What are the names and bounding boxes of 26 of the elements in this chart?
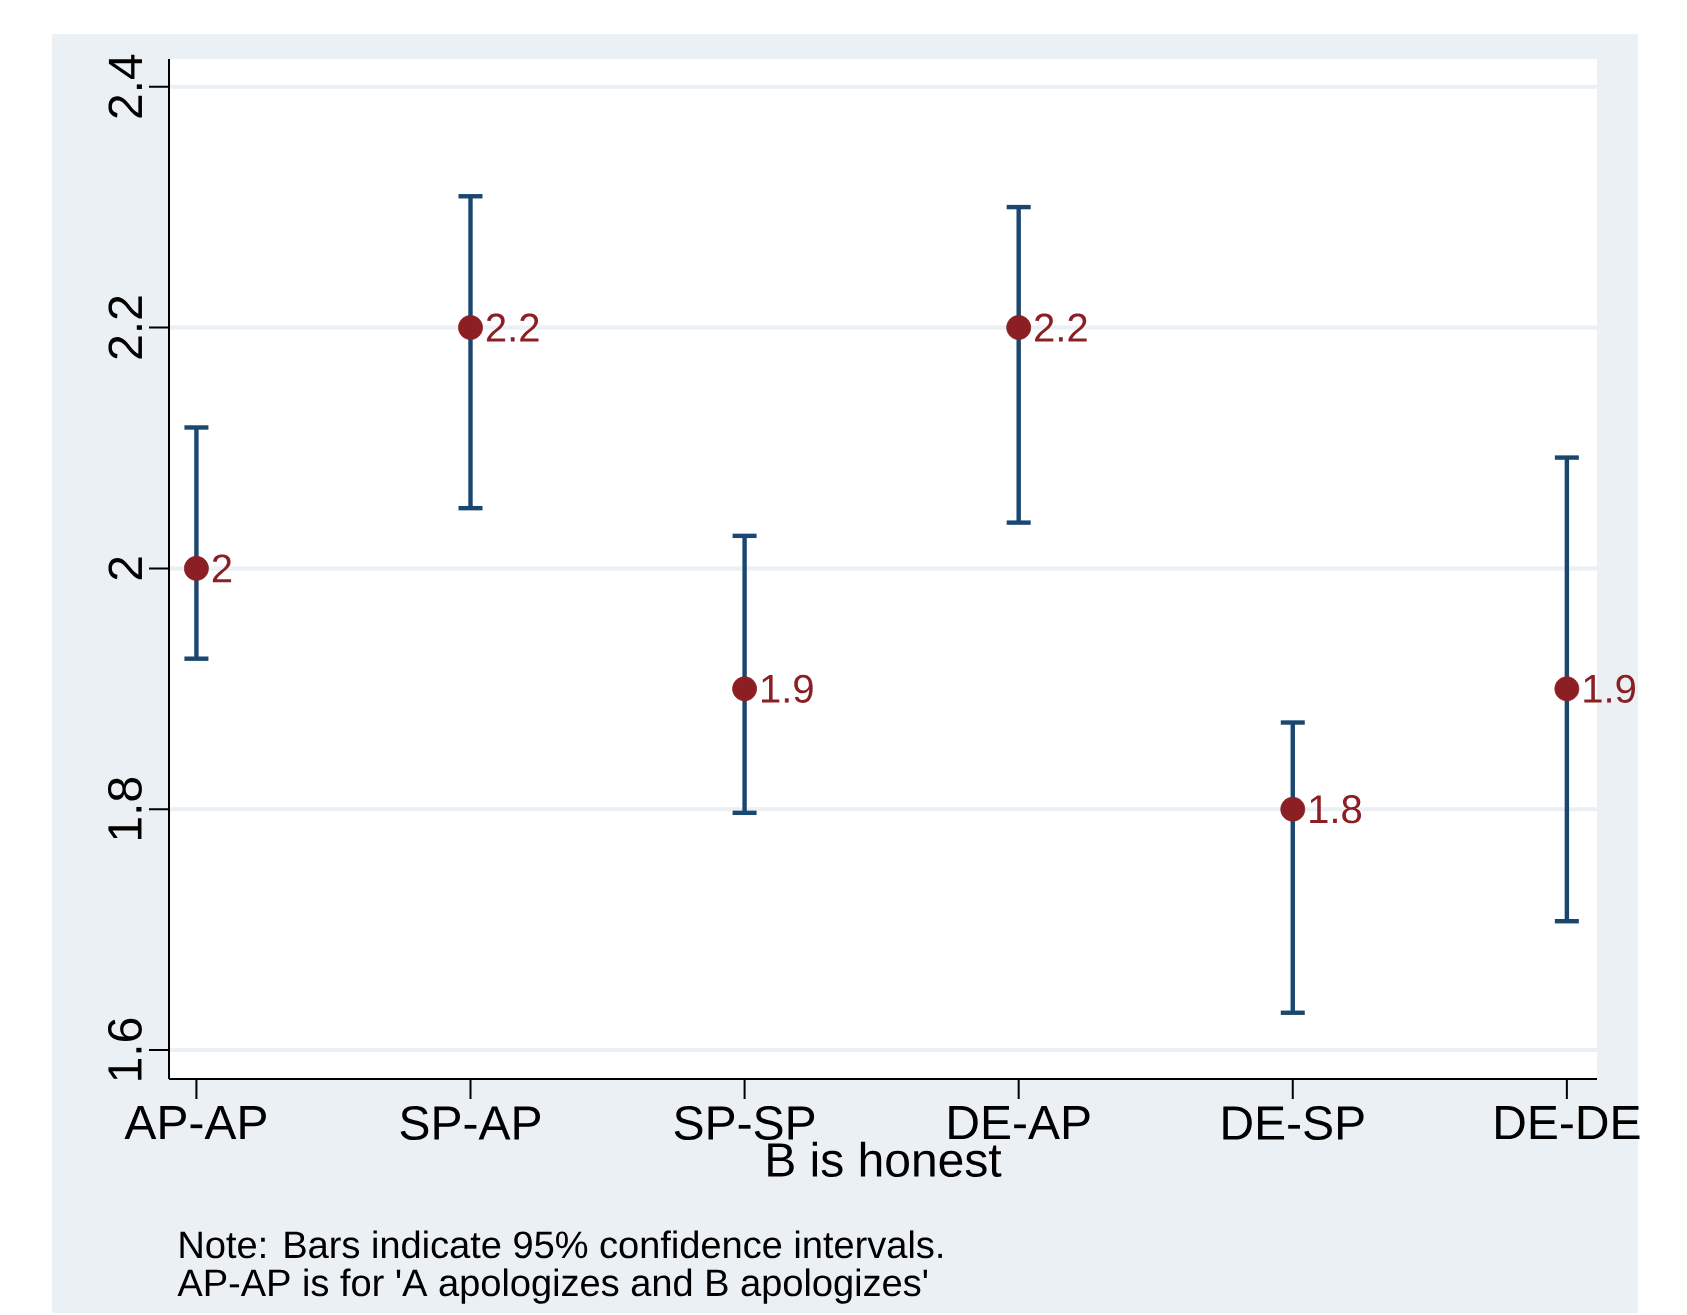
data-label: 2.2 (1035, 313, 1087, 342)
y-tick-label: 2.4 (108, 54, 142, 118)
data-label: 2 (212, 554, 232, 583)
data-label: 1.9 (1584, 674, 1635, 703)
x-tick-label: SP-AP (400, 1106, 540, 1141)
x-tick-label: SP-SP (674, 1106, 815, 1141)
point (1280, 796, 1306, 822)
text: Note: Bars indicate 95% confidence intervals. (180, 1230, 942, 1259)
x-tick-label: DE-DE (1496, 1106, 1640, 1140)
y-tick-label: 2.2 (108, 296, 142, 359)
data-label: 2.2 (486, 313, 539, 342)
y-tick-label: 1.8 (107, 777, 142, 839)
y-tick-label: 1.6 (107, 1018, 142, 1080)
x-axis-title: B is honest (768, 1141, 1002, 1178)
data-label: 1.8 (1310, 795, 1362, 824)
x-tick-label: DE-SP (1223, 1106, 1364, 1141)
point (1554, 676, 1580, 702)
data-label: 1.9 (762, 674, 813, 703)
text: AP-AP is for 'A apologizes and B apologizes' (177, 1268, 928, 1304)
x-tick-label: DE-AP (949, 1106, 1090, 1140)
point (184, 555, 209, 581)
x-tick-label: AP-AP (124, 1106, 266, 1140)
y-tick-label: 2 (108, 557, 142, 580)
point (732, 676, 757, 702)
point (1006, 315, 1032, 340)
point (458, 315, 483, 340)
